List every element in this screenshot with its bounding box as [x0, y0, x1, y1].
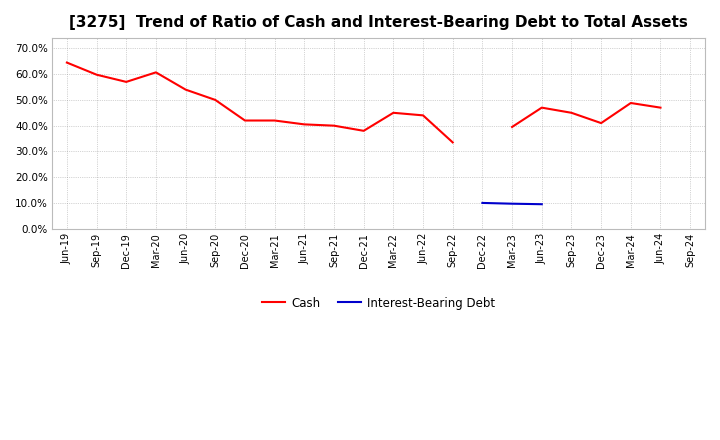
Title: [3275]  Trend of Ratio of Cash and Interest-Bearing Debt to Total Assets: [3275] Trend of Ratio of Cash and Intere…	[69, 15, 688, 30]
Legend: Cash, Interest-Bearing Debt: Cash, Interest-Bearing Debt	[257, 292, 500, 314]
